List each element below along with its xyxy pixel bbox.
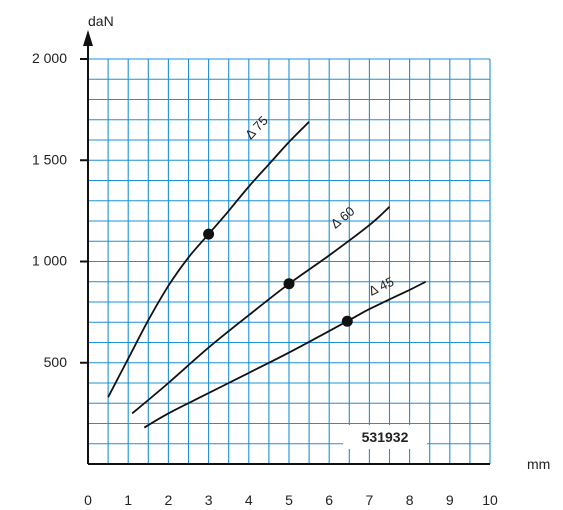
reference-box — [343, 425, 427, 449]
x-tick-label: 3 — [205, 492, 213, 508]
markers — [203, 228, 353, 327]
y-tick-label: 1 500 — [32, 151, 67, 167]
marker-delta-75 — [203, 228, 215, 240]
x-tick-label: 8 — [406, 492, 414, 508]
x-tick-label: 2 — [165, 492, 173, 508]
curve-delta-60 — [131, 206, 391, 415]
marker-delta-45 — [341, 315, 353, 327]
x-tick-label: 10 — [482, 492, 498, 508]
x-tick-label: 1 — [124, 492, 132, 508]
y-axis-label: daN — [88, 13, 114, 29]
x-tick-label: 5 — [285, 492, 293, 508]
x-tick-label: 6 — [325, 492, 333, 508]
curve-delta-45 — [143, 280, 427, 429]
grid — [88, 58, 491, 464]
axes: 500 1 000 1 500 2 000 0 1 2 3 4 5 6 7 8 9 10 — [32, 30, 498, 508]
y-tick-label: 2 000 — [32, 50, 67, 66]
reference-label: 531932 — [362, 429, 409, 445]
marker-delta-60 — [283, 278, 295, 290]
y-axis-arrow — [83, 30, 93, 46]
y-tick-label: 1 000 — [32, 253, 67, 269]
x-tick-label: 7 — [366, 492, 374, 508]
curve-label-delta-45: Δ 45 — [366, 274, 396, 299]
x-tick-label: 0 — [84, 492, 92, 508]
curve-label-delta-75: Δ 75 — [242, 113, 271, 142]
curve-label-delta-60: Δ 60 — [328, 203, 358, 231]
curves — [107, 121, 427, 429]
x-axis-label: mm — [527, 456, 550, 472]
x-tick-label: 4 — [245, 492, 253, 508]
labels: Δ 75 Δ 60 Δ 45 — [242, 113, 396, 299]
x-tick-label: 9 — [446, 492, 454, 508]
y-tick-label: 500 — [44, 354, 68, 370]
